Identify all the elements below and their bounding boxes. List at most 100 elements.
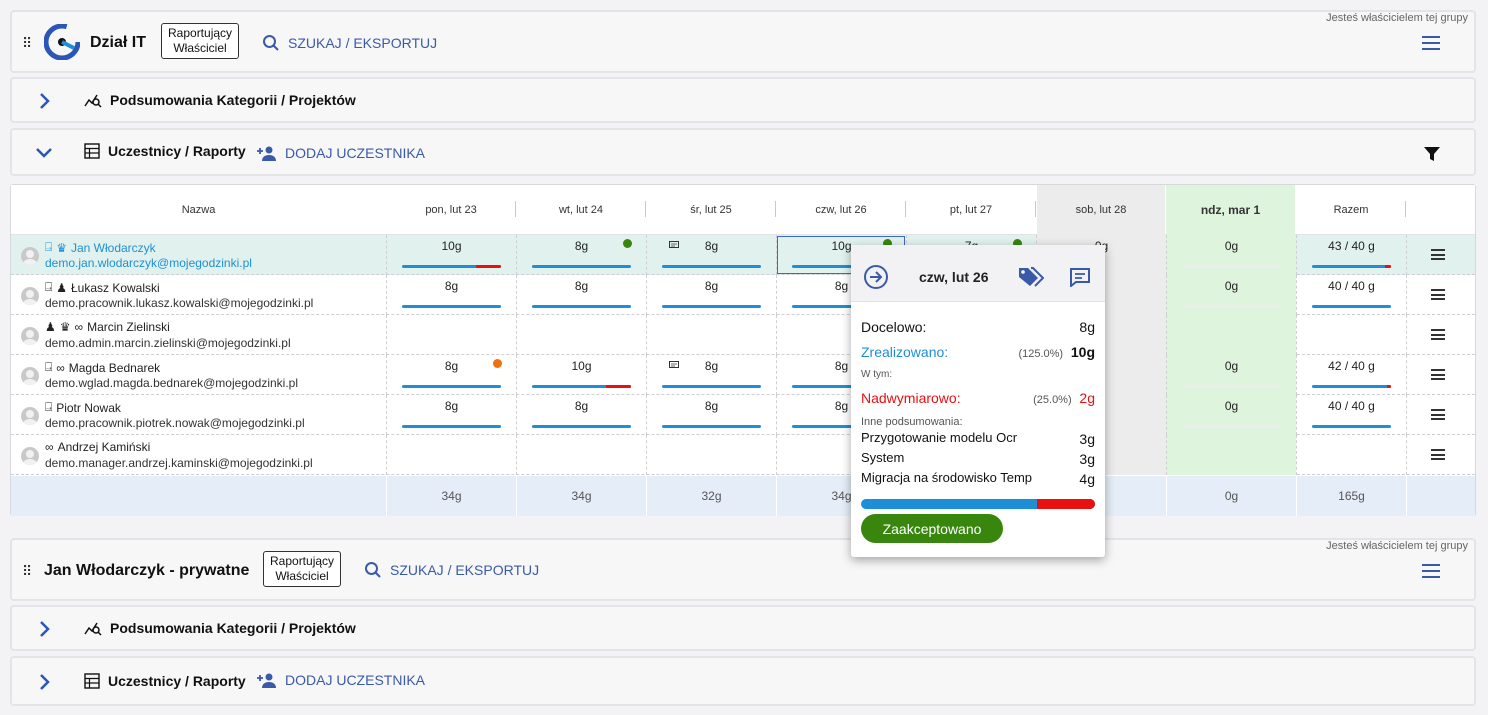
day-cell[interactable]: 8g [646, 355, 776, 395]
crown-icon: ♛ [56, 240, 67, 255]
day-cell[interactable]: 8g [646, 275, 776, 315]
day-cell[interactable]: 8g [386, 395, 516, 435]
progress-bar [402, 265, 501, 268]
report-table: Nazwa pon, lut 23 wt, lut 24 śr, lut 25 … [10, 184, 1476, 516]
summary-section-label[interactable]: Podsumowania Kategorii / Projektów [84, 620, 356, 636]
summary-section: Podsumowania Kategorii / Projektów [10, 605, 1476, 651]
day-cell[interactable] [1166, 315, 1296, 355]
day-cell[interactable]: 8g [646, 395, 776, 435]
day-cell[interactable] [776, 315, 906, 355]
row-menu-cell[interactable] [1406, 315, 1475, 355]
day-cell[interactable]: 8g [516, 235, 646, 275]
day-cell[interactable]: 0g [1166, 275, 1296, 315]
table-row: ♟ ♛ ∞ Marcin Zielinski demo.admin.marcin.zi… [11, 315, 1475, 355]
col-day-1[interactable]: pon, lut 23 [386, 185, 516, 235]
total-day-cell: 34g [386, 476, 516, 516]
group-menu-icon[interactable] [1422, 564, 1440, 578]
col-day-7[interactable]: ndz, mar 1 [1166, 185, 1295, 235]
day-cell[interactable]: 8g [776, 355, 906, 395]
day-cell[interactable]: 10g [386, 235, 516, 275]
drag-handle-icon[interactable]: ⠿ [22, 35, 32, 51]
summary-section-label[interactable]: Podsumowania Kategorii / Projektów [84, 92, 356, 108]
comment-icon[interactable] [1069, 267, 1091, 287]
row-menu-cell[interactable] [1406, 275, 1475, 315]
filter-icon[interactable] [1424, 147, 1440, 161]
chevron-right-icon[interactable] [36, 672, 52, 692]
add-participant-button[interactable]: DODAJ UCZESTNIKA [257, 672, 425, 688]
chevron-down-icon[interactable] [34, 142, 54, 162]
summary-item-label: Migracja na środowisko Temp [861, 470, 1032, 485]
day-cell[interactable]: 8g [516, 395, 646, 435]
add-participant-button[interactable]: DODAJ UCZESTNIKA [257, 145, 425, 161]
day-cell[interactable]: 8g [386, 355, 516, 395]
row-menu-icon[interactable] [1431, 289, 1445, 300]
accepted-button[interactable]: Zaakceptowano [861, 514, 1003, 543]
group-menu-icon[interactable] [1422, 36, 1440, 50]
chevron-right-icon[interactable] [36, 91, 52, 111]
participant-cell[interactable]: ⍈ ♛ Jan Włodarczyk demo.jan.wlodarczyk@moj… [11, 235, 386, 275]
day-cell[interactable]: 8g [646, 235, 776, 275]
col-day-6[interactable]: sob, lut 28 [1037, 185, 1165, 235]
day-cell[interactable] [646, 435, 776, 475]
drag-handle-icon[interactable]: ⠿ [22, 563, 32, 579]
participant-cell[interactable]: ∞ Andrzej Kamiński demo.manager.andrzej.k… [11, 435, 386, 475]
day-cell[interactable]: 10g [516, 355, 646, 395]
participant-cell[interactable]: ⍈ ♟ Łukasz Kowalski demo.pracownik.lukasz.… [11, 275, 386, 315]
day-cell[interactable]: 0g [1166, 395, 1296, 435]
col-day-4[interactable]: czw, lut 26 [776, 185, 906, 235]
report-icon: ⍈ [45, 400, 53, 414]
col-day-5[interactable]: pt, lut 27 [906, 185, 1036, 235]
avatar [21, 287, 39, 305]
row-menu-icon[interactable] [1431, 369, 1445, 380]
role-badge: Raportujący Właściciel [161, 23, 240, 59]
summary-item-label: System [861, 450, 905, 465]
day-cell[interactable]: 0g [1166, 235, 1296, 275]
day-cell-selected[interactable]: 10g [776, 235, 906, 275]
col-day-3[interactable]: śr, lut 25 [646, 185, 776, 235]
participant-cell[interactable]: ⍈ Piotr Nowak demo.pracownik.piotrek.nowa… [11, 395, 386, 435]
day-cell[interactable] [516, 315, 646, 355]
participant-name: Marcin Zielinski [87, 320, 170, 334]
row-menu-cell[interactable] [1406, 395, 1475, 435]
report-icon: ⍈ [45, 240, 53, 254]
progress-bar [792, 385, 891, 388]
participants-section-label[interactable]: Uczestnicy / Raporty [84, 673, 246, 689]
day-cell[interactable]: 8g [386, 275, 516, 315]
participant-cell[interactable]: ♟ ♛ ∞ Marcin Zielinski demo.admin.marcin.zi… [11, 315, 386, 355]
progress-bar [662, 265, 761, 268]
col-name[interactable]: Nazwa [181, 204, 216, 216]
participant-cell[interactable]: ⍈ ∞ Magda Bednarek demo.wglad.magda.bednar… [11, 355, 386, 395]
day-cell[interactable] [516, 435, 646, 475]
row-menu-icon[interactable] [1431, 449, 1445, 460]
row-menu-cell[interactable] [1406, 235, 1475, 275]
row-menu-icon[interactable] [1431, 329, 1445, 340]
search-export-button[interactable]: SZUKAJ / EKSPORTUJ [262, 34, 437, 52]
chevron-right-icon[interactable] [36, 619, 52, 639]
tags-icon[interactable] [1018, 266, 1044, 288]
progress-bar [792, 305, 891, 308]
arrow-right-circle-icon[interactable] [863, 264, 889, 290]
row-menu-cell[interactable] [1406, 435, 1475, 475]
day-cell[interactable] [646, 315, 776, 355]
day-cell[interactable] [386, 435, 516, 475]
day-cell[interactable]: 8g [516, 275, 646, 315]
participants-section-label[interactable]: Uczestnicy / Raporty [84, 143, 246, 159]
search-export-button[interactable]: SZUKAJ / EKSPORTUJ [364, 561, 539, 579]
participants-section: Uczestnicy / Raporty DODAJ UCZESTNIKA [10, 128, 1476, 176]
status-dot [493, 359, 502, 368]
row-menu-cell[interactable] [1406, 355, 1475, 395]
day-cell[interactable]: 0g [1166, 355, 1296, 395]
day-cell[interactable]: 8g [776, 395, 906, 435]
col-day-2[interactable]: wt, lut 24 [516, 185, 646, 235]
total-cell: 42 / 40 g [1296, 355, 1406, 395]
day-cell[interactable] [776, 435, 906, 475]
col-total[interactable]: Razem [1296, 185, 1406, 235]
row-menu-icon[interactable] [1431, 249, 1445, 260]
day-cell[interactable] [386, 315, 516, 355]
row-menu-icon[interactable] [1431, 409, 1445, 420]
table-row: ⍈ ♛ Jan Włodarczyk demo.jan.wlodarczyk@moj… [11, 235, 1475, 275]
app-logo [44, 24, 80, 60]
realized-label: Zrealizowano: [861, 344, 949, 360]
day-cell[interactable]: 8g [776, 275, 906, 315]
day-cell[interactable] [1166, 435, 1296, 475]
